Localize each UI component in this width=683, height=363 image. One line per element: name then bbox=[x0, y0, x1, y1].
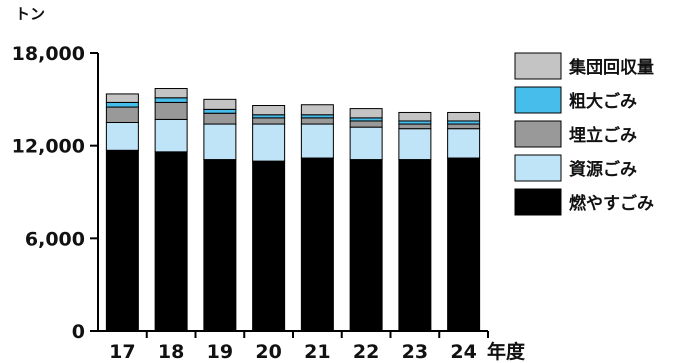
bar-segment bbox=[447, 111, 481, 122]
bar-segment bbox=[447, 157, 481, 332]
bar-segment bbox=[203, 112, 237, 125]
y-tick-label: 12,000 bbox=[12, 136, 85, 158]
bar-segment bbox=[105, 106, 139, 124]
legend-item: 粗大ごみ bbox=[514, 86, 637, 114]
bar-segment bbox=[154, 101, 188, 120]
x-tick-label: 22 bbox=[353, 341, 379, 363]
bar-segment bbox=[398, 111, 432, 122]
bar-segment bbox=[252, 105, 286, 116]
bar-segment bbox=[105, 101, 139, 108]
bar-segment bbox=[154, 118, 188, 153]
bar-stack-18 bbox=[154, 88, 188, 332]
bar-segment bbox=[300, 157, 334, 332]
x-tick-label: 19 bbox=[207, 341, 233, 363]
bar-segment bbox=[154, 97, 188, 103]
x-tick-label: 18 bbox=[158, 341, 184, 363]
legend-swatch bbox=[514, 52, 562, 80]
bar-segment bbox=[105, 122, 139, 151]
bar-segment bbox=[154, 88, 188, 99]
bar-segment bbox=[447, 128, 481, 159]
legend-swatch bbox=[514, 120, 562, 148]
legend-label: 資源ごみ bbox=[569, 159, 637, 180]
y-tick-label: 6,000 bbox=[25, 228, 85, 250]
bar-segment bbox=[349, 108, 383, 119]
bar-segment bbox=[203, 123, 237, 161]
bar-segment bbox=[105, 93, 139, 103]
x-tick-label: 24 bbox=[450, 341, 476, 363]
bar-segment bbox=[300, 117, 334, 125]
x-tick-label: 23 bbox=[402, 341, 428, 363]
legend-label: 燃やすごみ bbox=[569, 193, 654, 214]
bar-stack-23 bbox=[398, 111, 432, 332]
bar-segment bbox=[349, 159, 383, 332]
y-tick-label: 18,000 bbox=[12, 43, 85, 65]
bar-stack-21 bbox=[300, 104, 334, 332]
bar-stack-19 bbox=[203, 98, 237, 332]
legend-label: 集団回収量 bbox=[568, 57, 654, 78]
y-axis: 0 6,000 12,000 18,000 bbox=[12, 43, 99, 343]
x-tick-label: 21 bbox=[304, 341, 330, 363]
bar-segment bbox=[105, 149, 139, 332]
y-axis-unit-label: トン bbox=[15, 5, 45, 23]
bar-segment bbox=[398, 123, 432, 130]
legend-item: 埋立ごみ bbox=[514, 120, 637, 148]
x-axis: 17 18 19 20 21 22 23 24 bbox=[98, 330, 489, 363]
legend-swatch bbox=[514, 188, 562, 216]
legend-item: 燃やすごみ bbox=[514, 188, 654, 216]
bar-stack-17 bbox=[105, 93, 139, 332]
bar-segment bbox=[252, 123, 286, 162]
legend-label: 埋立ごみ bbox=[569, 125, 637, 146]
legend-swatch bbox=[514, 154, 562, 182]
bar-segment bbox=[300, 123, 334, 159]
bar-segment bbox=[252, 117, 286, 125]
legend-swatch bbox=[514, 86, 562, 114]
legend-label: 粗大ごみ bbox=[569, 91, 637, 112]
bar-segment bbox=[154, 151, 188, 332]
bar-segment bbox=[398, 128, 432, 161]
bar-segment bbox=[203, 159, 237, 332]
bar-stack-22 bbox=[349, 108, 383, 332]
bar-segment bbox=[447, 123, 481, 130]
bar-stack-20 bbox=[252, 105, 286, 332]
bar-segment bbox=[203, 98, 237, 110]
bar-stack-24 bbox=[447, 111, 481, 332]
x-tick-label: 20 bbox=[255, 341, 281, 363]
bar-segment bbox=[349, 120, 383, 128]
bars bbox=[105, 88, 481, 332]
x-tick-label: 17 bbox=[109, 341, 135, 363]
y-tick-label: 0 bbox=[72, 321, 85, 343]
x-axis-title: 年度 bbox=[487, 340, 526, 363]
bar-segment bbox=[300, 104, 334, 116]
legend-item: 資源ごみ bbox=[514, 154, 637, 182]
bar-segment bbox=[398, 159, 432, 332]
bar-segment bbox=[349, 126, 383, 161]
legend-item: 集団回収量 bbox=[514, 52, 654, 80]
bar-segment bbox=[252, 160, 286, 332]
bar-segment bbox=[203, 108, 237, 114]
